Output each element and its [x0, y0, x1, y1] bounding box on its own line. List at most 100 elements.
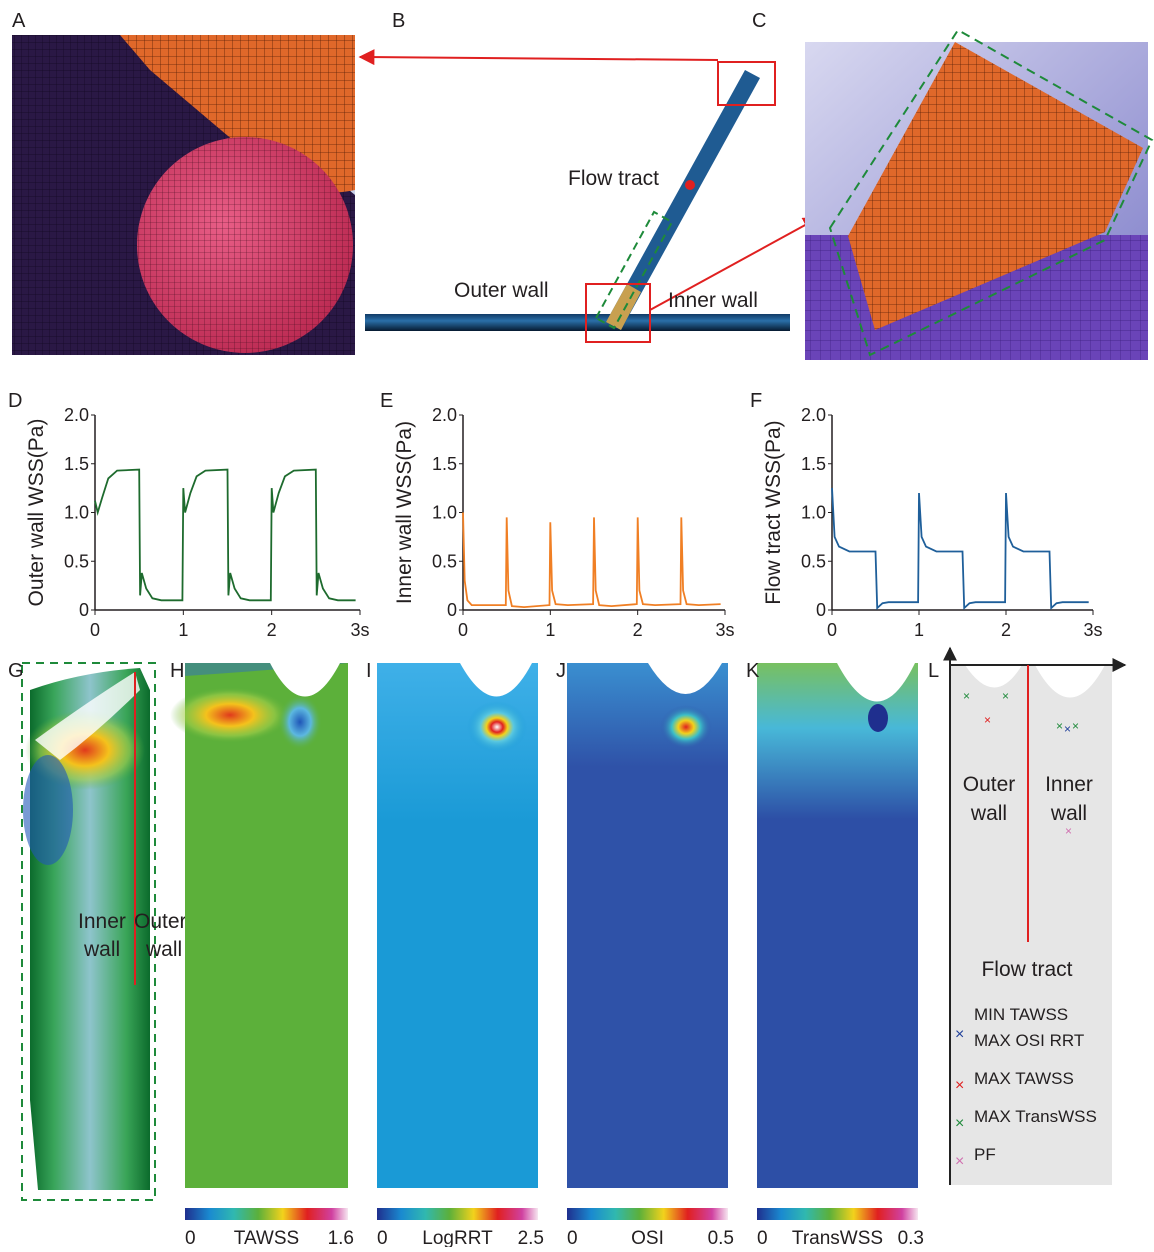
x-tick-label: 2	[633, 620, 643, 640]
svg-text:×: ×	[1072, 719, 1079, 733]
y-tick-label: 1.5	[801, 454, 826, 474]
panel-label: D	[8, 390, 22, 412]
colorbar-max: 0.5	[708, 1228, 734, 1247]
panel-label: G	[8, 660, 24, 682]
panel-label: E	[380, 390, 393, 412]
y-tick-label: 2.0	[801, 405, 826, 425]
legend-marker: ×	[955, 1077, 964, 1094]
legend-label: MAX OSI RRT	[974, 1031, 1084, 1050]
colorbar-max: 2.5	[518, 1228, 544, 1247]
wss-line	[95, 470, 356, 601]
legend-marker: ×	[955, 1115, 964, 1132]
y-tick-label: 2.0	[432, 405, 457, 425]
y-tick-label: 1.0	[801, 503, 826, 523]
y-axis-label: Inner wall WSS(Pa)	[393, 421, 416, 604]
outer-wall-label: Outer wall	[454, 279, 549, 302]
x-tick-label: 0	[827, 620, 837, 640]
x-tick-label: 1	[914, 620, 924, 640]
y-tick-label: 2.0	[64, 405, 89, 425]
colorbar-min: 0	[377, 1228, 388, 1247]
x-tick-label: 3s	[350, 620, 369, 640]
panel-label: J	[556, 660, 566, 682]
colorbar-max: 1.6	[328, 1228, 354, 1247]
colorbar-max: 0.3	[898, 1228, 924, 1247]
x-tick-label: 2	[1001, 620, 1011, 640]
panel-label: L	[928, 660, 939, 682]
svg-text:×: ×	[984, 713, 991, 727]
colorbar	[757, 1208, 918, 1220]
panel-b-diagram: Flow tract Outer wall Inner wall	[360, 57, 818, 342]
panel-label: K	[746, 660, 760, 682]
colorbar-min: 0	[757, 1228, 768, 1247]
panel-g-image: Inner Outer wall wall	[22, 663, 187, 1200]
panel-c-image	[805, 30, 1152, 360]
legend-marker: ×	[955, 1026, 964, 1043]
legend-label: MAX TransWSS	[974, 1107, 1097, 1126]
panel-label: C	[752, 10, 766, 32]
colorbar-title: TransWSS	[792, 1228, 883, 1247]
y-tick-label: 1.5	[64, 454, 89, 474]
svg-text:×: ×	[1002, 689, 1009, 703]
x-tick-label: 3s	[715, 620, 734, 640]
y-tick-label: 1.0	[64, 503, 89, 523]
wss-line	[832, 488, 1089, 608]
y-tick-label: 1.5	[432, 454, 457, 474]
g-inner-label: Inner	[78, 910, 126, 933]
panel-label: I	[366, 660, 372, 682]
panel-j-map	[567, 663, 728, 1188]
panel-i-map	[377, 663, 538, 1188]
l-inner-2: wall	[1050, 802, 1087, 825]
x-tick-label: 1	[545, 620, 555, 640]
svg-text:×: ×	[963, 689, 970, 703]
colorbar-title: LogRRT	[422, 1228, 493, 1247]
l-flow-tract: Flow tract	[981, 958, 1072, 981]
panel-label: H	[170, 660, 184, 682]
colorbars: 0 TAWSS 1.6 0 LogRRT 2.5 0 OSI 0.5 0 TransWSS 0.3	[185, 1208, 924, 1247]
g-outer-label: Outer	[134, 910, 187, 933]
y-tick-label: 0	[816, 600, 826, 620]
panel-a-image	[12, 35, 355, 355]
panel-k-map	[757, 663, 918, 1188]
legend-label: MIN TAWSS	[974, 1005, 1068, 1024]
colorbar	[377, 1208, 538, 1220]
l-outer-2: wall	[970, 802, 1007, 825]
x-tick-label: 1	[178, 620, 188, 640]
svg-text:×: ×	[1065, 824, 1072, 838]
x-tick-label: 3s	[1083, 620, 1102, 640]
panel-label: B	[392, 10, 405, 32]
colorbar-min: 0	[185, 1228, 196, 1247]
y-axis-label: Flow tract WSS(Pa)	[762, 420, 785, 604]
flow-tract-label: Flow tract	[568, 167, 659, 190]
svg-text:×: ×	[1056, 719, 1063, 733]
panel-h-map	[170, 663, 348, 1188]
wss-line	[463, 513, 721, 608]
colorbar-min: 0	[567, 1228, 578, 1247]
x-tick-label: 2	[267, 620, 277, 640]
colorbar	[185, 1208, 348, 1220]
svg-text:×: ×	[1064, 722, 1071, 736]
g-wall-right: wall	[145, 938, 182, 961]
legend-label: MAX TAWSS	[974, 1069, 1074, 1088]
colorbar	[567, 1208, 728, 1220]
g-wall-left: wall	[83, 938, 120, 961]
y-tick-label: 0.5	[801, 551, 826, 571]
legend-marker: ×	[955, 1153, 964, 1170]
y-tick-label: 1.0	[432, 503, 457, 523]
inner-wall-label: Inner wall	[668, 289, 758, 312]
panel-label: F	[750, 390, 762, 412]
colorbar-title: TAWSS	[234, 1228, 299, 1247]
colorbar-title: OSI	[631, 1228, 664, 1247]
y-tick-label: 0.5	[432, 551, 457, 571]
l-inner-1: Inner	[1045, 773, 1093, 796]
y-axis-label: Outer wall WSS(Pa)	[25, 419, 48, 607]
y-tick-label: 0.5	[64, 551, 89, 571]
charts: 0 0.5 1.0 1.5 2.0 0 1 2 3s Outer wall WSS(Pa) 0 0.5…	[25, 405, 1103, 640]
y-tick-label: 0	[447, 600, 457, 620]
y-tick-label: 0	[79, 600, 89, 620]
legend-label: PF	[974, 1145, 996, 1164]
l-outer-1: Outer	[963, 773, 1016, 796]
x-tick-label: 0	[90, 620, 100, 640]
panel-label: A	[12, 10, 26, 32]
x-tick-label: 0	[458, 620, 468, 640]
panel-l-diagram: × × × × × × × Outer wall Inner wall Flow…	[950, 648, 1125, 1185]
